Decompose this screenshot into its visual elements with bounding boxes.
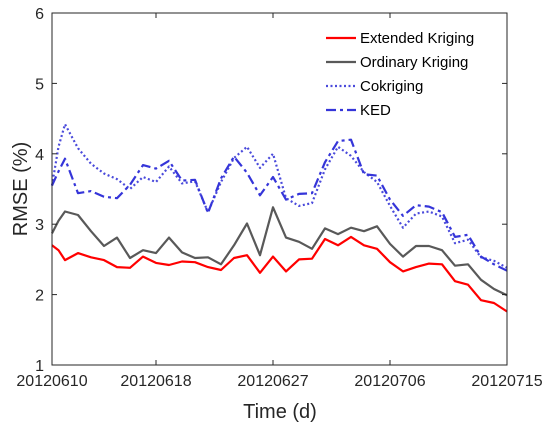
series-layer xyxy=(50,123,508,313)
y-tick-label: 5 xyxy=(35,76,44,93)
series-line-1 xyxy=(51,235,508,313)
legend-label-3: Cokriging xyxy=(360,78,423,95)
legend-label-4: KED xyxy=(360,102,391,119)
x-tick-label: 20120627 xyxy=(237,373,308,390)
x-axis: 20120610 20120618 20120627 20120706 20120715 xyxy=(16,13,543,390)
y-tick-label: 4 xyxy=(35,147,44,164)
legend-label-1: Extended Kriging xyxy=(360,30,474,47)
x-tick-label: 20120715 xyxy=(471,373,542,390)
x-tick-label: 20120610 xyxy=(16,373,87,390)
y-tick-label: 2 xyxy=(35,288,44,305)
y-axis: 1 2 3 4 5 6 xyxy=(35,6,507,375)
y-axis-title: RMSE (%) xyxy=(10,142,32,236)
series-line-2 xyxy=(51,206,508,297)
plot-area-frame xyxy=(51,12,508,366)
legend-label-2: Ordinary Kriging xyxy=(360,54,468,71)
legend: Extended Kriging Ordinary Kriging Cokrigin… xyxy=(326,30,474,119)
x-tick-label: 20120706 xyxy=(354,373,425,390)
series-line-4 xyxy=(51,138,508,272)
x-axis-title: Time (d) xyxy=(243,401,317,423)
y-tick-label: 3 xyxy=(35,217,44,234)
y-tick-label: 1 xyxy=(35,358,44,375)
y-tick-label: 6 xyxy=(35,6,44,23)
x-tick-label: 20120618 xyxy=(120,373,191,390)
series-line-3 xyxy=(50,123,508,269)
